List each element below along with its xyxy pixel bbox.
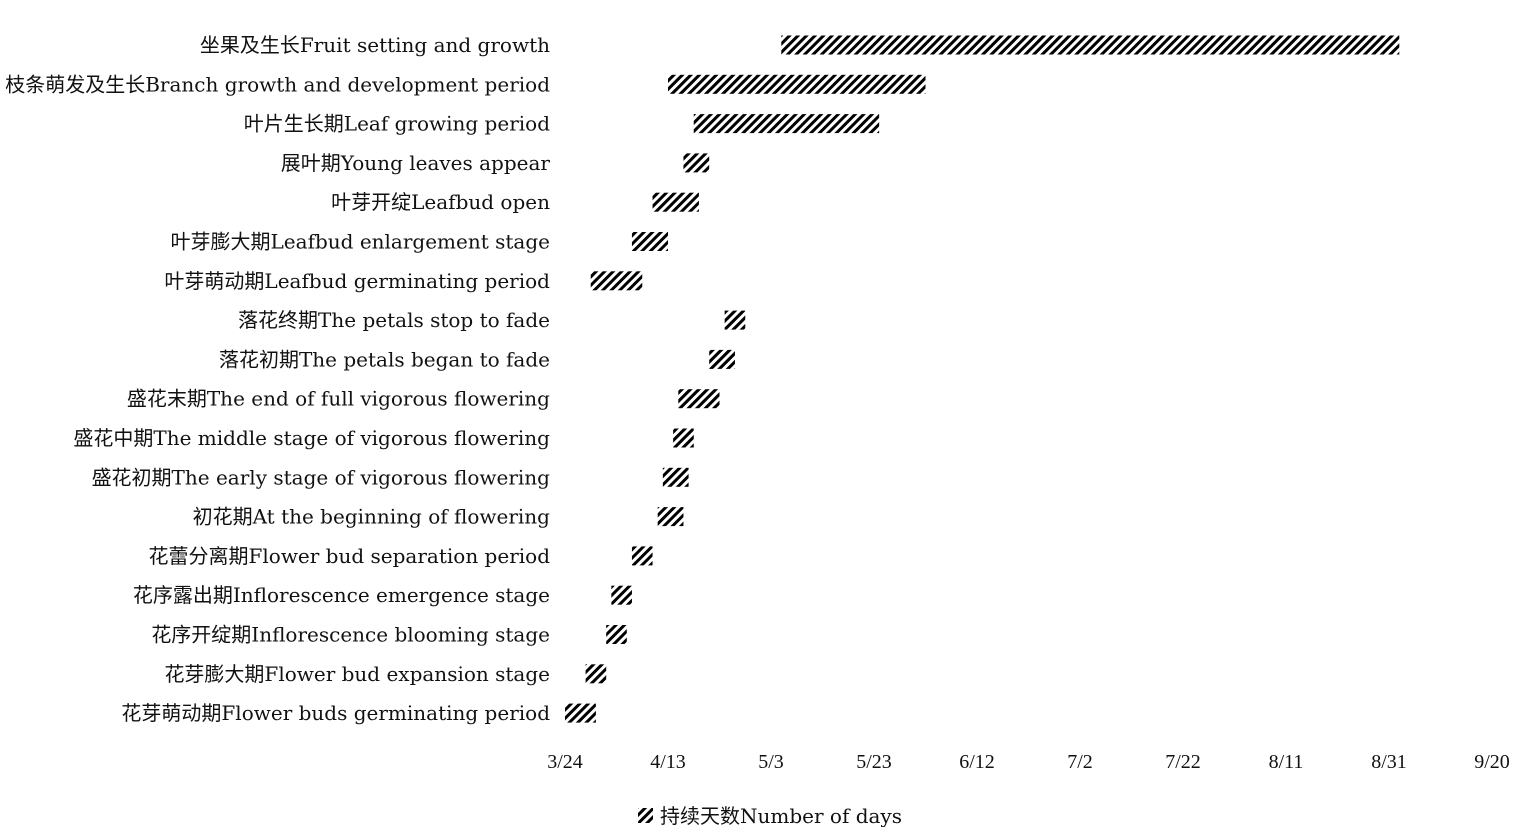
- bar: [585, 664, 607, 684]
- category-label: 落花终期The petals stop to fade: [238, 308, 550, 332]
- category-label: 花序露出期Inflorescence emergence stage: [133, 583, 550, 607]
- category-label: 叶芽膨大期Leafbud enlargement stage: [171, 230, 550, 254]
- bar: [565, 703, 596, 723]
- bar: [709, 349, 735, 369]
- x-tick-label: 8/31: [1371, 751, 1407, 773]
- category-label: 叶芽萌动期Leafbud germinating period: [164, 269, 550, 293]
- x-tick-label: 8/11: [1269, 751, 1304, 773]
- legend-swatch: [638, 808, 653, 823]
- category-label: 花序开绽期Inflorescence blooming stage: [151, 623, 550, 647]
- category-label: 花蕾分离期Flower bud separation period: [149, 544, 551, 568]
- bar: [606, 625, 627, 644]
- x-tick-label: 9/20: [1474, 751, 1510, 773]
- bar: [673, 428, 694, 448]
- category-labels: 坐果及生长Fruit setting and growth 枝条萌发及生长Bran…: [5, 33, 550, 725]
- category-label: 盛花初期The early stage of vigorous flowerin…: [92, 465, 551, 489]
- category-label: 坐果及生长Fruit setting and growth: [200, 33, 550, 57]
- category-label: 花芽膨大期Flower bud expansion stage: [164, 662, 550, 686]
- bar: [611, 585, 632, 605]
- bar: [693, 114, 880, 134]
- x-tick-label: 4/13: [650, 751, 686, 773]
- x-tick-label: 3/24: [547, 751, 583, 773]
- legend: 持续天数Number of days: [638, 804, 902, 827]
- x-tick-label: 7/22: [1165, 751, 1201, 773]
- category-label: 叶片生长期Leaf growing period: [244, 112, 550, 136]
- legend-label: 持续天数Number of days: [660, 804, 902, 827]
- bar: [631, 546, 653, 566]
- bar: [781, 35, 1400, 55]
- x-axis-tick-labels: 3/24 4/13 5/3 5/23 6/12 7/2 7/22 8/11 8/31 9/20: [547, 751, 1510, 773]
- bar: [657, 507, 684, 527]
- bar: [662, 467, 689, 487]
- x-tick-label: 7/2: [1067, 751, 1093, 773]
- bar: [652, 192, 699, 212]
- category-label: 展叶期Young leaves appear: [281, 151, 551, 175]
- category-label: 落花初期The petals began to fade: [219, 347, 550, 371]
- category-label: 盛花末期The end of full vigorous flowering: [127, 387, 550, 411]
- category-label: 叶芽开绽Leafbud open: [331, 190, 550, 214]
- bar: [678, 389, 720, 409]
- category-label: 初花期At the beginning of flowering: [193, 505, 551, 529]
- x-tick-label: 5/23: [856, 751, 892, 773]
- bar: [724, 310, 746, 330]
- category-label: 盛花中期The middle stage of vigorous floweri…: [73, 426, 550, 450]
- bar: [631, 232, 668, 251]
- category-label: 枝条萌发及生长Branch growth and development per…: [5, 72, 550, 96]
- x-tick-label: 5/3: [758, 751, 784, 773]
- bar: [668, 74, 926, 94]
- bar: [590, 271, 643, 291]
- bars-group: [565, 35, 1400, 723]
- x-tick-label: 6/12: [959, 751, 995, 773]
- bar: [683, 153, 710, 173]
- category-label: 花芽萌动期Flower buds germinating period: [121, 701, 550, 725]
